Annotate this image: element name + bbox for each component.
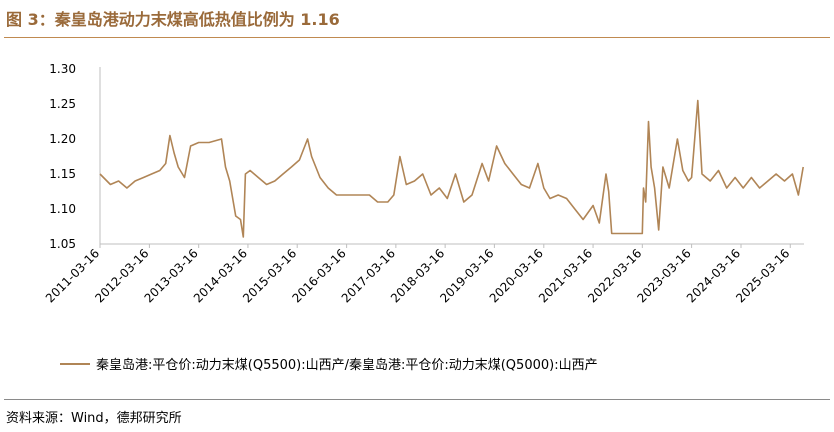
y-tick-label: 1.30: [49, 62, 76, 76]
chart-series: [99, 99, 804, 238]
chart-axes: [99, 67, 804, 245]
source-note: 资料来源：Wind，德邦研究所: [6, 411, 182, 426]
legend-label: 秦皇岛港:平仓价:动力末煤(Q5500):山西产/秦皇岛港:平仓价:动力末煤(Q…: [96, 357, 598, 373]
y-tick-label: 1.15: [49, 167, 76, 181]
y-tick-label: 1.20: [49, 132, 76, 146]
chart-legend: 秦皇岛港:平仓价:动力末煤(Q5500):山西产/秦皇岛港:平仓价:动力末煤(Q…: [60, 357, 598, 373]
y-tick-label: 1.10: [49, 202, 76, 216]
source-divider: [4, 399, 830, 400]
x-axis-ticks: 2011-03-162012-03-162013-03-162014-03-16…: [43, 244, 792, 305]
series-line: [99, 99, 804, 238]
figure-title: 图 3：秦皇岛港动力末煤高低热值比例为 1.16: [6, 10, 340, 29]
y-axis-ticks: 1.05 1.10 1.15 1.20 1.25 1.30: [49, 62, 76, 251]
y-tick-label: 1.25: [49, 97, 76, 111]
title-divider: [4, 37, 830, 38]
line-chart: 1.05 1.10 1.15 1.20 1.25 1.30 2011-03-162012-…: [43, 62, 804, 373]
y-tick-label: 1.05: [49, 237, 76, 251]
